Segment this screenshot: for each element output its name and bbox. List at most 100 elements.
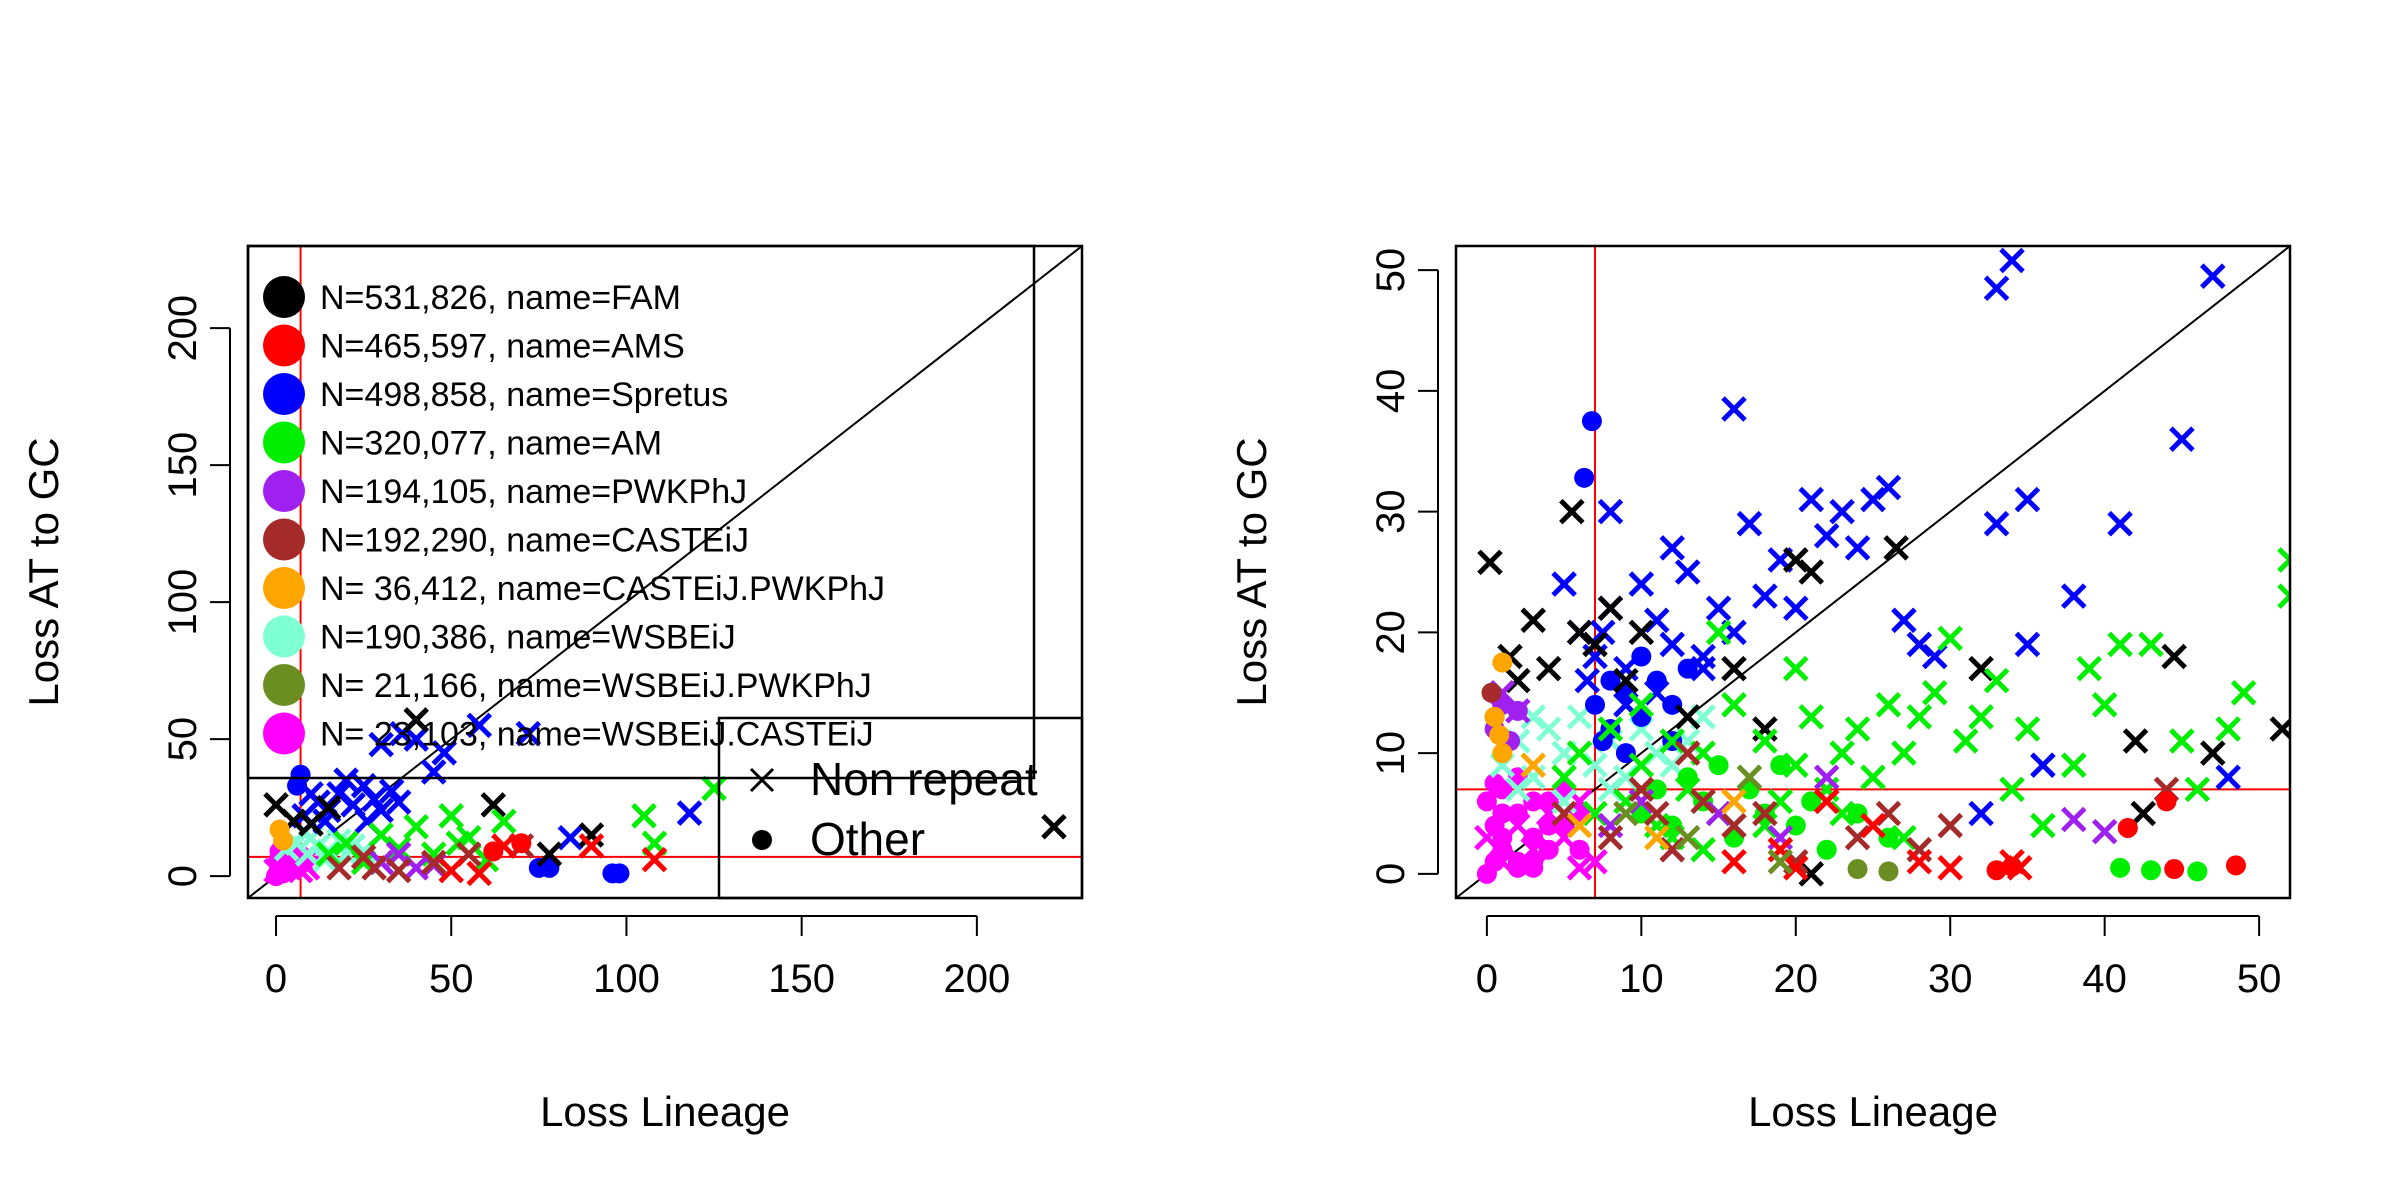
data-point-dot: [1646, 670, 1667, 691]
data-point-dot: [1677, 767, 1698, 788]
data-point-cross: [2130, 800, 2157, 827]
legend-label: N= 21,166, name=WSBEiJ.PWKPhJ: [320, 667, 872, 705]
data-point-dot: [1484, 773, 1505, 794]
data-point-dot: [2187, 861, 2208, 882]
data-point-dot: [2110, 857, 2131, 878]
data-point-dot: [1600, 670, 1621, 691]
data-point-cross: [1783, 752, 1809, 778]
legend-dot-symbol: [752, 830, 772, 850]
data-point-cross: [1659, 535, 1685, 561]
data-point-dot: [1523, 857, 1544, 878]
data-point-cross: [1597, 716, 1624, 742]
data-point-cross: [1690, 788, 1716, 815]
data-point-cross: [1721, 692, 1747, 718]
legend-swatch: [263, 518, 305, 561]
legend-swatch: [263, 567, 305, 609]
data-point-cross: [1589, 619, 1616, 646]
legend-label: N=498,858, name=Spretus: [320, 376, 728, 414]
data-point-cross: [1559, 498, 1585, 525]
data-point-cross: [438, 857, 465, 884]
data-point-cross: [1721, 788, 1747, 815]
data-point-cross: [431, 740, 458, 766]
data-point-cross: [1551, 764, 1577, 791]
y-tick-label: 10: [1369, 731, 1413, 776]
legend-swatch: [263, 470, 305, 512]
data-point-cross: [701, 775, 727, 802]
data-point-cross: [1489, 849, 1516, 875]
data-point-cross: [1597, 498, 1624, 525]
data-point-cross: [676, 800, 703, 826]
data-point-cross: [1783, 655, 1809, 682]
data-point-cross: [1798, 704, 1824, 730]
y-axis: 0 10 20 30 40 50 Loss AT to GC: [1228, 248, 1439, 885]
data-point-cross: [2107, 510, 2133, 537]
data-point-cross: [1705, 595, 1732, 621]
legend-label: N= 36,412, name=CASTEiJ.PWKPhJ: [320, 570, 885, 608]
legend-swatch: [263, 373, 305, 415]
data-point-dot: [1847, 859, 1868, 880]
data-point-cross: [2107, 631, 2133, 658]
data-point-dot: [1476, 791, 1497, 812]
x-tick-label: 50: [429, 957, 474, 1001]
data-point-dot: [2141, 860, 2161, 881]
legend-label: N=465,597, name=AMS: [320, 328, 685, 366]
data-point-cross: [1891, 740, 1917, 766]
data-point-cross: [368, 822, 394, 848]
data-point-cross: [1968, 704, 1994, 730]
data-point-cross: [1721, 849, 1747, 875]
data-point-dot: [1481, 682, 1502, 703]
legend-label: N=194,105, name=PWKPhJ: [320, 473, 747, 511]
shape-legend-box: [717, 716, 1084, 900]
data-point-cross: [557, 824, 584, 851]
data-point-cross: [1875, 474, 1902, 501]
data-point-dot: [2225, 855, 2246, 876]
data-point-cross: [1937, 625, 1963, 652]
data-point-cross: [1613, 800, 1639, 827]
data-point-dot: [511, 833, 532, 854]
data-point-cross: [1674, 559, 1701, 585]
data-point-cross: [385, 857, 412, 884]
data-point-dot: [1507, 700, 1528, 721]
data-point-cross: [1999, 776, 2025, 803]
data-point-cross: [1736, 510, 1763, 537]
data-point-cross: [1628, 692, 1655, 718]
data-point-dot: [2164, 859, 2185, 880]
x-tick-label: 40: [2082, 957, 2127, 1001]
data-point-cross: [1983, 667, 2010, 694]
data-point-cross: [466, 712, 493, 739]
data-point-cross: [420, 849, 447, 876]
shape-legend-label: Non repeat: [810, 753, 1038, 805]
data-point-cross: [466, 860, 493, 887]
data-point-dot: [1986, 860, 2007, 881]
y-axis-title: Loss AT to GC: [20, 437, 67, 706]
x-axis-title: Loss Lineage: [540, 1088, 790, 1135]
y-tick-label: 0: [161, 865, 205, 887]
data-point-dot: [273, 830, 294, 851]
x-axis: 0 10 20 30 40 50 Loss Lineage: [1476, 915, 2281, 1135]
data-point-cross: [1813, 788, 1840, 815]
legend-label: N=192,290, name=CASTEiJ: [320, 522, 749, 560]
x-tick-label: 200: [943, 957, 1010, 1001]
y-axis: 0 50 100 150 200 Loss AT to GC: [20, 295, 231, 887]
data-point-cross: [641, 846, 668, 873]
data-point-cross: [1752, 583, 1778, 609]
data-point-cross: [1752, 728, 1778, 754]
data-point-cross: [1875, 692, 1902, 718]
data-point-cross: [2014, 486, 2041, 513]
x-axis: 0 50 100 150 200 Loss Lineage: [265, 915, 1010, 1135]
data-point-cross: [1813, 523, 1840, 549]
color-legend-box: [246, 244, 1036, 780]
data-point-cross: [2215, 764, 2241, 791]
data-point-cross: [1721, 396, 1747, 422]
data-point-cross: [1644, 824, 1670, 851]
data-point-dot: [1816, 839, 1837, 860]
data-point-dot: [1484, 706, 1505, 727]
legend-swatch: [263, 324, 305, 367]
y-tick-label: 200: [161, 295, 205, 362]
data-point-cross: [1721, 655, 1747, 682]
data-point-cross: [1705, 619, 1732, 646]
y-tick-label: 20: [1369, 610, 1413, 655]
data-point-cross: [1520, 607, 1546, 634]
data-point-cross: [1566, 812, 1593, 839]
data-point-cross: [1906, 849, 1933, 875]
